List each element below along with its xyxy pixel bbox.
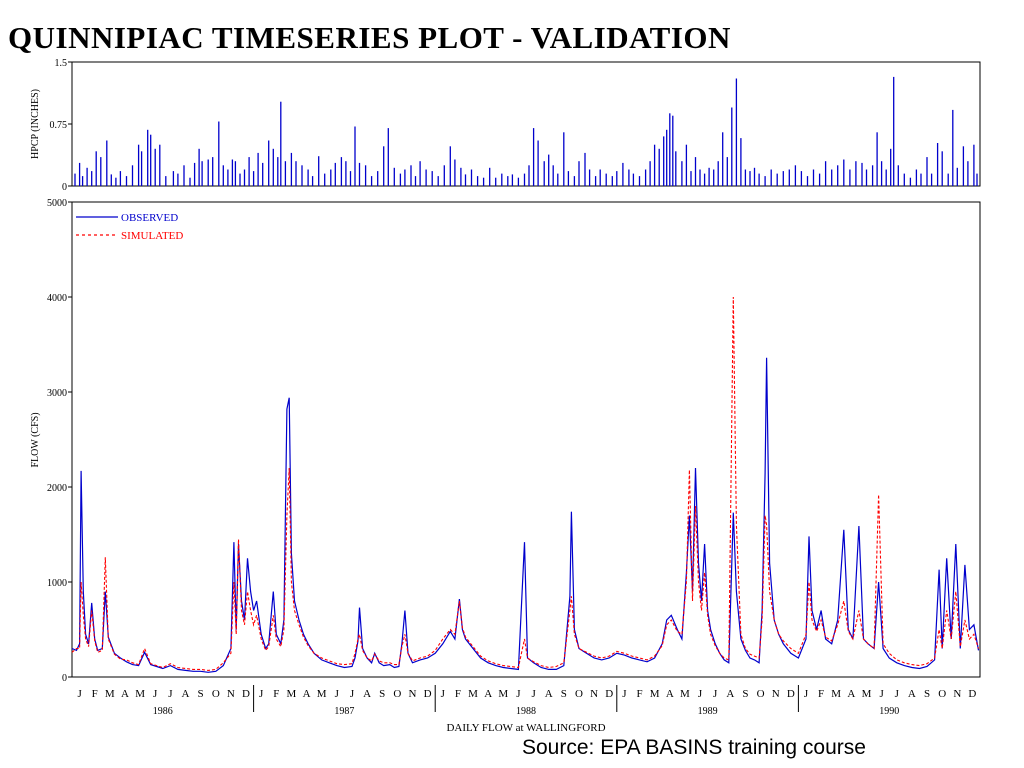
month-tick-label: N [953, 688, 961, 700]
month-tick-label: D [787, 688, 795, 700]
series-simulated-line [71, 296, 980, 671]
year-label: 1990 [879, 706, 899, 717]
flow-ytick-label: 1000 [47, 578, 67, 589]
year-label: 1987 [334, 706, 354, 717]
month-tick-label: S [561, 688, 567, 700]
flow-ytick-label: 4000 [47, 293, 67, 304]
month-tick-label: M [105, 688, 115, 700]
year-axis: 1986 1987 1988 1989 1990 [153, 685, 899, 717]
month-tick-label: F [818, 688, 824, 700]
month-tick-label: F [273, 688, 279, 700]
month-tick-label: N [227, 688, 235, 700]
year-label: 1986 [153, 706, 173, 717]
month-tick-label: M [680, 688, 690, 700]
precip-ytick-label: 0.75 [50, 120, 68, 131]
legend-observed-label: OBSERVED [121, 212, 178, 224]
month-tick-label: O [212, 688, 220, 700]
month-tick-label: A [726, 688, 734, 700]
month-tick-label: J [259, 688, 264, 700]
month-tick-label: M [135, 688, 145, 700]
month-tick-label: J [531, 688, 536, 700]
month-tick-label: A [545, 688, 553, 700]
month-tick-label: O [938, 688, 946, 700]
flow-y-axis: 0 1000 2000 3000 4000 5000 [47, 198, 72, 684]
source-caption: Source: EPA BASINS training course [522, 736, 866, 759]
legend: OBSERVED SIMULATED [76, 212, 183, 242]
month-tick-label: A [847, 688, 855, 700]
month-tick-label: J [895, 688, 900, 700]
month-tick-label: M [468, 688, 478, 700]
year-label: 1989 [698, 706, 718, 717]
month-tick-label: J [441, 688, 446, 700]
month-tick-label: A [121, 688, 129, 700]
series-observed-line [71, 357, 980, 673]
month-tick-label: A [666, 688, 674, 700]
month-tick-label: J [350, 688, 355, 700]
month-tick-label: F [92, 688, 98, 700]
flow-ytick-label: 5000 [47, 198, 67, 209]
month-tick-label: M [498, 688, 508, 700]
month-tick-label: M [287, 688, 297, 700]
month-tick-label: A [182, 688, 190, 700]
month-tick-label: M [831, 688, 841, 700]
month-tick-label: J [153, 688, 158, 700]
month-tick-label: J [516, 688, 521, 700]
month-tick-label: J [804, 688, 809, 700]
precip-ytick-label: 0 [62, 182, 67, 193]
month-tick-label: D [242, 688, 250, 700]
month-tick-label: N [409, 688, 417, 700]
month-tick-label: J [879, 688, 884, 700]
flow-ytick-label: 0 [62, 673, 67, 684]
precip-ylabel: HPCP (INCHES) [30, 89, 41, 159]
month-tick-label: A [363, 688, 371, 700]
month-tick-label: S [379, 688, 385, 700]
month-tick-label: J [168, 688, 173, 700]
month-tick-label: N [590, 688, 598, 700]
precip-ytick-label: 1.5 [55, 58, 68, 69]
month-tick-label: F [455, 688, 461, 700]
month-tick-label: D [968, 688, 976, 700]
flow-ytick-label: 2000 [47, 483, 67, 494]
month-tick-label: J [622, 688, 627, 700]
month-tick-label: O [575, 688, 583, 700]
flow-series [71, 296, 980, 673]
page-title: QUINNIPIAC TIMESERIES PLOT - VALIDATION [8, 20, 731, 55]
flow-plot-frame [71, 201, 981, 678]
flow-ylabel: FLOW (CFS) [30, 412, 41, 467]
precip-y-axis: 0 0.75 1.5 [50, 58, 72, 193]
month-tick-label: D [605, 688, 613, 700]
timeseries-chart: 0 0.75 1.5 HPCP (INCHES) 0 1000 2000 3000 4000… [30, 58, 981, 734]
flow-ytick-label: 3000 [47, 388, 67, 399]
month-tick-label: A [303, 688, 311, 700]
month-tick-label: S [198, 688, 204, 700]
month-tick-label: D [424, 688, 432, 700]
month-tick-label: A [908, 688, 916, 700]
month-tick-label: J [713, 688, 718, 700]
month-tick-label: F [636, 688, 642, 700]
month-tick-label: M [862, 688, 872, 700]
legend-simulated-label: SIMULATED [121, 230, 183, 242]
month-tick-label: J [335, 688, 340, 700]
month-tick-label: J [77, 688, 82, 700]
month-tick-label: N [772, 688, 780, 700]
flow-xlabel: DAILY FLOW at WALLINGFORD [446, 722, 605, 734]
year-label: 1988 [516, 706, 536, 717]
month-tick-label: A [484, 688, 492, 700]
month-tick-label: J [698, 688, 703, 700]
month-tick-label: M [650, 688, 660, 700]
month-tick-label: S [924, 688, 930, 700]
month-tick-label: S [742, 688, 748, 700]
month-tick-label: O [757, 688, 765, 700]
month-tick-label: O [393, 688, 401, 700]
month-tick-label: M [317, 688, 327, 700]
precip-bars [74, 76, 978, 186]
